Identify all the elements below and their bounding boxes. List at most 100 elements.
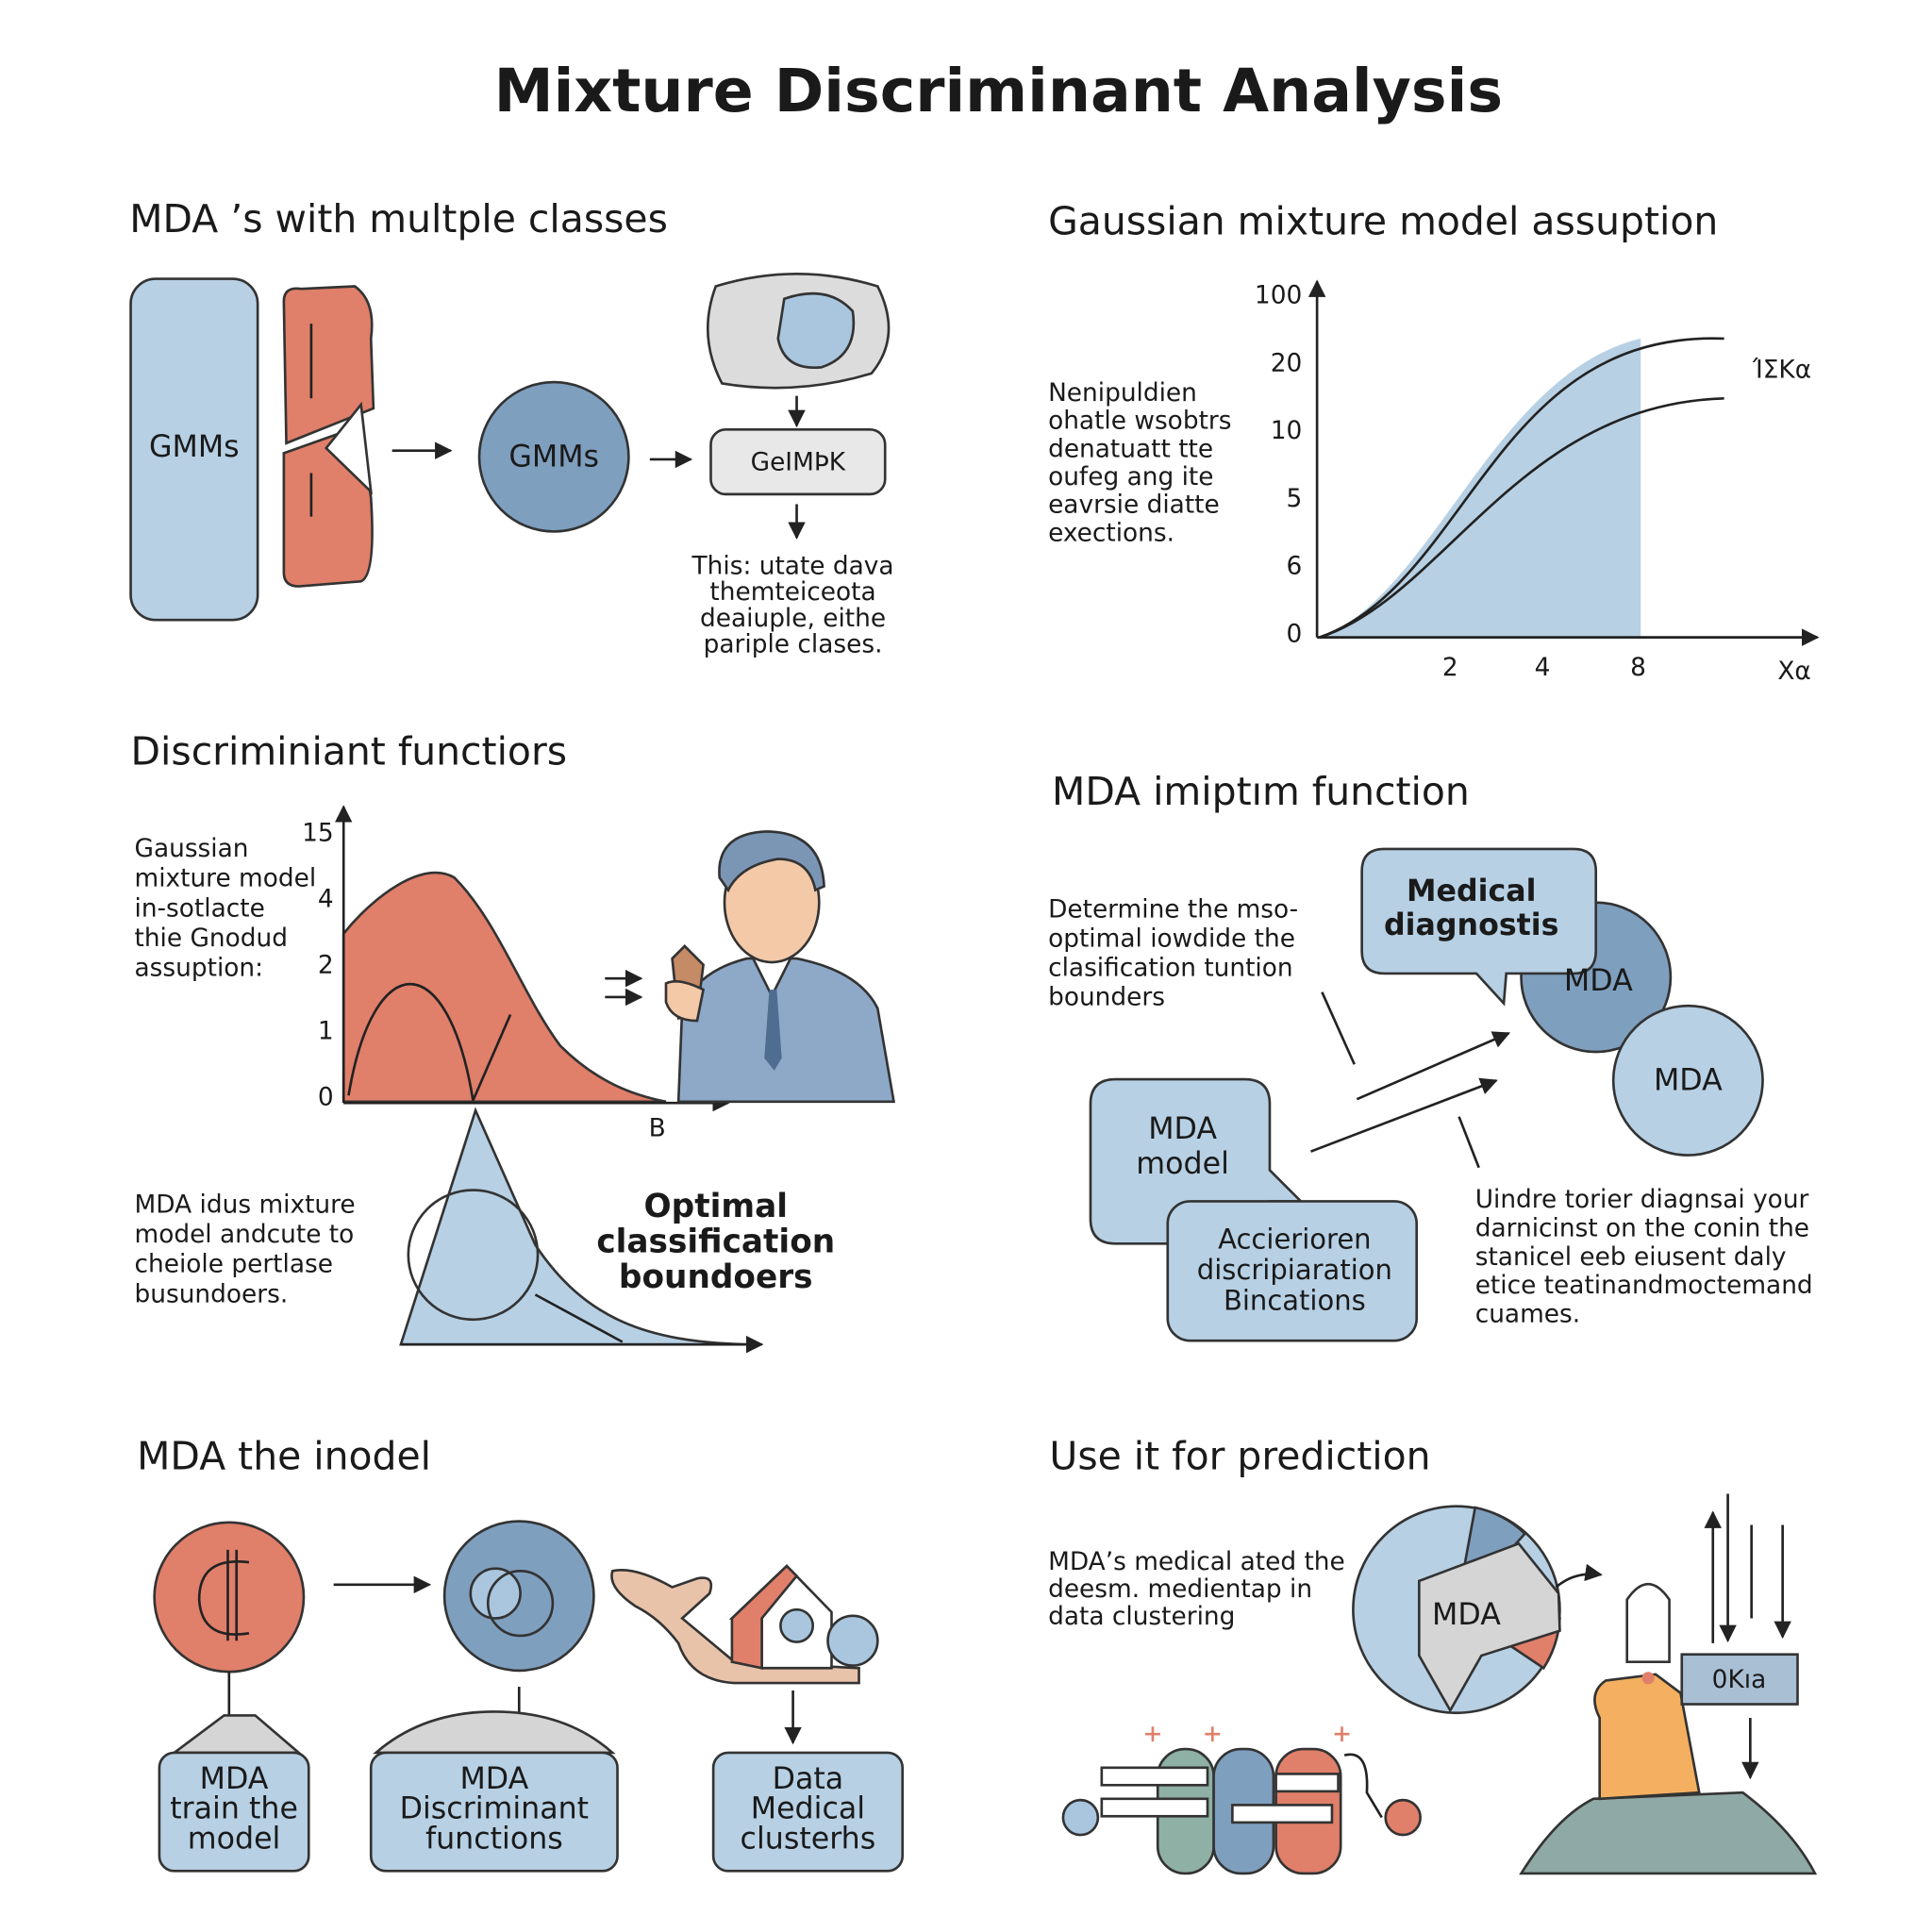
hand (610, 1569, 860, 1685)
x-label: B (649, 1114, 666, 1142)
text-line: Accierioren (1218, 1224, 1371, 1256)
circle (1061, 1798, 1100, 1837)
text-line: deaiuple, eithe (700, 604, 886, 632)
bar (1100, 1797, 1209, 1818)
text-line: Medical (751, 1792, 865, 1826)
text-line: pariple clases. (704, 630, 883, 658)
stroke (472, 1013, 512, 1102)
title: Mixture Discriminant Analysis (494, 56, 1503, 125)
text-line: deesm. medientap in (1048, 1575, 1312, 1604)
y-tick-label: 0 (318, 1083, 334, 1111)
heading: MDA ’s with multple classes (129, 196, 668, 242)
text-line: MDA (200, 1762, 269, 1796)
text-line: boundoers (619, 1258, 813, 1296)
caption: This: utate dava themteiceota deaiuple, ei… (691, 552, 894, 658)
text-line: MDA’s medical ated the (1048, 1548, 1345, 1576)
text-line: Uindre torier diagnsai your (1475, 1186, 1809, 1214)
label: GeIMÞK (751, 448, 846, 476)
box (158, 1751, 310, 1873)
box-text: MDA train the model (170, 1762, 298, 1856)
box (711, 1751, 905, 1873)
heading: Gaussian mixture model assuption (1048, 199, 1718, 244)
mound (372, 1710, 616, 1755)
x-tick-label: 8 (1630, 654, 1646, 682)
text-line: exections. (1048, 519, 1174, 547)
circle (1384, 1798, 1422, 1837)
area (341, 871, 667, 1104)
dot (1641, 1672, 1655, 1685)
text-line: Optimal (644, 1188, 789, 1225)
text-line: classification (596, 1223, 835, 1260)
tower (1593, 1673, 1701, 1801)
text-line: clasification tuntion (1048, 954, 1293, 982)
x-tick-label: 4 (1535, 654, 1551, 682)
capsule (1625, 1583, 1671, 1663)
text: Gaussian mixture model in-sotlacte thie Gno… (135, 834, 317, 982)
plus-signs (1145, 1726, 1350, 1742)
y-tick-label: 20 (1271, 349, 1303, 377)
label: GMMs (508, 441, 599, 475)
text-line: etice teatinandmoctemand (1475, 1272, 1813, 1300)
text-line: ohatle wsobtrs (1048, 407, 1231, 435)
circle (407, 1189, 540, 1322)
symbol (197, 1559, 250, 1636)
area (399, 1107, 747, 1346)
blob (776, 291, 856, 370)
label: 0Kıa (1712, 1666, 1767, 1694)
bubble-text: Medical diagnostis (1384, 874, 1559, 942)
mound (1519, 1790, 1818, 1875)
stroke (1457, 1116, 1480, 1169)
text-line: model (1136, 1147, 1229, 1181)
curve-label: ΊΣKα (1752, 357, 1811, 385)
gmm-circle (477, 380, 630, 533)
bar (1231, 1804, 1334, 1824)
circle (826, 1614, 879, 1667)
text-line: MDA (1148, 1112, 1217, 1146)
y-tick-label: 1 (318, 1017, 334, 1045)
tie (764, 990, 782, 1071)
y-tick-label: 15 (302, 820, 334, 848)
box-text: MDA Discriminant functions (400, 1762, 589, 1856)
text-line: mixture model (135, 864, 317, 892)
text-line: busundoers. (135, 1280, 289, 1308)
label: MDA (1432, 1598, 1501, 1632)
y-tick-label: 100 (1255, 282, 1302, 310)
text-line: model andcute to (135, 1221, 355, 1249)
text-line: functions (425, 1822, 563, 1856)
circle (469, 1567, 522, 1620)
speech-bubble (1360, 847, 1598, 1007)
text-line: themteiceota (709, 578, 875, 607)
text-line: train the (170, 1792, 298, 1826)
y-tick-label: 4 (318, 886, 334, 914)
curve (347, 982, 475, 1101)
gmm-block (129, 277, 259, 622)
bar (1274, 1773, 1340, 1793)
text: Uindre torier diagnsai your darnicinst on… (1475, 1186, 1813, 1328)
curve (1319, 337, 1724, 639)
text: Determine the mso-optimal iowdide the cla… (1048, 895, 1298, 1011)
text-line: stanicel eeb eiusent daly (1475, 1242, 1787, 1271)
text-line: Bincations (1224, 1284, 1366, 1316)
text-line: discripiaration (1197, 1254, 1392, 1286)
text-line: clusterhs (741, 1822, 876, 1856)
text-line: Medical (1407, 874, 1536, 908)
box-text: MDA model (1136, 1112, 1229, 1181)
text-line: optimal iowdide the (1048, 924, 1295, 953)
hand (664, 979, 706, 1023)
text-line: This: utate dava (691, 552, 894, 580)
heading: MDA the inodel (137, 1434, 431, 1479)
y-tick-label: 0 (1287, 620, 1303, 648)
text-line: cuames. (1475, 1300, 1580, 1328)
y-tick-label: 10 (1271, 417, 1303, 445)
text-line: darnicinst on the conin the (1475, 1214, 1809, 1242)
curve (1319, 396, 1724, 639)
text-line: assuption: (135, 954, 264, 982)
text-line: in-sotlacte (135, 894, 265, 923)
heading: Use it for prediction (1049, 1434, 1430, 1479)
arrow (1555, 1563, 1603, 1589)
label: GMMs (149, 430, 240, 464)
text-line: Data (773, 1762, 844, 1796)
shape (324, 401, 373, 495)
text: MDA idus mixture model andcute to cheiole … (135, 1191, 356, 1308)
y-tick-label: 5 (1287, 485, 1303, 513)
